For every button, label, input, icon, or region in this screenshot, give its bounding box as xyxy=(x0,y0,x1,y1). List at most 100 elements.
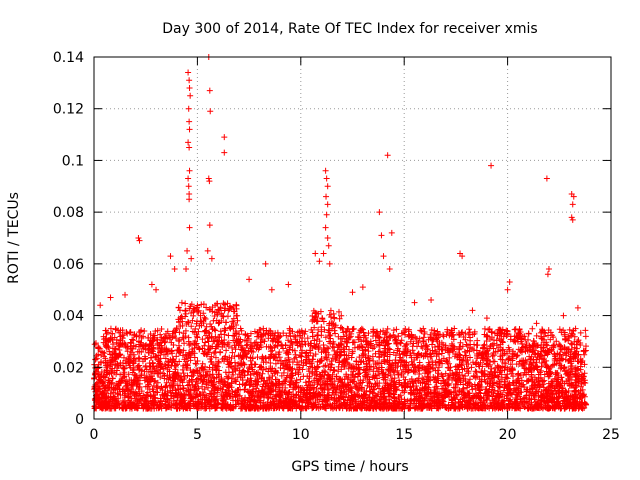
data-point xyxy=(346,329,353,336)
data-point xyxy=(395,371,402,378)
data-point xyxy=(577,329,584,336)
data-point xyxy=(414,377,421,384)
data-point xyxy=(434,385,441,392)
data-point xyxy=(351,344,358,351)
data-point xyxy=(259,370,266,377)
data-point xyxy=(91,341,98,348)
data-point xyxy=(332,330,339,337)
data-point xyxy=(346,346,353,353)
data-point xyxy=(435,344,442,351)
data-point xyxy=(223,347,230,354)
data-point xyxy=(143,391,150,398)
data-point xyxy=(212,349,219,356)
data-point xyxy=(315,326,322,333)
data-point xyxy=(92,356,99,363)
data-point xyxy=(287,333,294,340)
data-point xyxy=(131,379,138,386)
data-point xyxy=(468,364,475,371)
data-point xyxy=(181,340,188,347)
data-point xyxy=(162,355,169,362)
data-point xyxy=(310,316,317,323)
data-point xyxy=(355,370,362,377)
data-point xyxy=(566,326,573,333)
data-point xyxy=(314,318,321,325)
data-point xyxy=(201,314,208,321)
data-point xyxy=(384,357,391,364)
data-point xyxy=(103,342,110,349)
data-point xyxy=(244,368,251,375)
data-point xyxy=(565,387,572,394)
data-point xyxy=(500,387,507,394)
data-point xyxy=(179,334,186,341)
data-point xyxy=(582,380,589,387)
data-point xyxy=(466,326,473,333)
data-point xyxy=(372,350,379,357)
data-point xyxy=(277,365,284,372)
data-point xyxy=(173,353,180,360)
data-point xyxy=(107,325,114,332)
data-point xyxy=(331,315,338,322)
data-point xyxy=(391,369,398,376)
data-point xyxy=(255,342,262,349)
data-point xyxy=(106,348,113,355)
data-point xyxy=(566,334,573,341)
data-point xyxy=(199,336,206,343)
data-point xyxy=(217,349,224,356)
data-point xyxy=(267,354,274,361)
data-point xyxy=(370,326,377,333)
data-point xyxy=(480,342,487,349)
data-point xyxy=(325,372,332,379)
data-point xyxy=(494,388,501,395)
data-point xyxy=(224,313,231,320)
data-point xyxy=(157,331,164,338)
data-point xyxy=(559,378,566,385)
data-point xyxy=(321,404,328,411)
data-point xyxy=(491,358,498,365)
data-point xyxy=(141,368,148,375)
data-point xyxy=(231,308,238,315)
data-point xyxy=(222,369,229,376)
data-point xyxy=(444,328,451,335)
data-point xyxy=(291,332,298,339)
data-point xyxy=(188,323,195,330)
data-point xyxy=(272,360,279,367)
data-points xyxy=(91,54,590,412)
data-point xyxy=(393,326,400,333)
data-point xyxy=(414,389,421,396)
data-point xyxy=(569,331,576,338)
data-point xyxy=(495,364,502,371)
data-point xyxy=(302,341,309,348)
data-point xyxy=(390,327,397,334)
data-point xyxy=(582,348,589,355)
data-point xyxy=(96,345,103,352)
data-point xyxy=(319,315,326,322)
data-point xyxy=(327,307,334,314)
data-point xyxy=(370,329,377,336)
data-point xyxy=(525,336,532,343)
data-point xyxy=(276,349,283,356)
data-point xyxy=(320,318,327,325)
data-point xyxy=(374,330,381,337)
data-point xyxy=(384,347,391,354)
data-point xyxy=(338,312,345,319)
data-point xyxy=(239,368,246,375)
data-point xyxy=(280,330,287,337)
data-point xyxy=(198,301,205,308)
data-point xyxy=(436,346,443,353)
data-point xyxy=(549,391,556,398)
data-point xyxy=(365,330,372,337)
data-point xyxy=(350,368,357,375)
data-point xyxy=(261,338,268,345)
data-point xyxy=(207,355,214,362)
data-point xyxy=(459,343,466,350)
data-point xyxy=(518,336,525,343)
data-point xyxy=(145,349,152,356)
data-point xyxy=(547,336,554,343)
data-point xyxy=(184,372,191,379)
data-point xyxy=(553,338,560,345)
data-point xyxy=(282,384,289,391)
data-point xyxy=(296,366,303,373)
data-point xyxy=(278,341,285,348)
data-point xyxy=(374,368,381,375)
